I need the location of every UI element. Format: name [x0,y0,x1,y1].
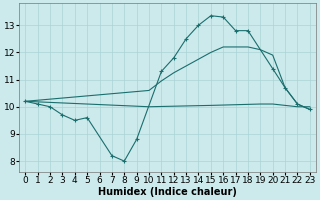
X-axis label: Humidex (Indice chaleur): Humidex (Indice chaleur) [98,187,237,197]
